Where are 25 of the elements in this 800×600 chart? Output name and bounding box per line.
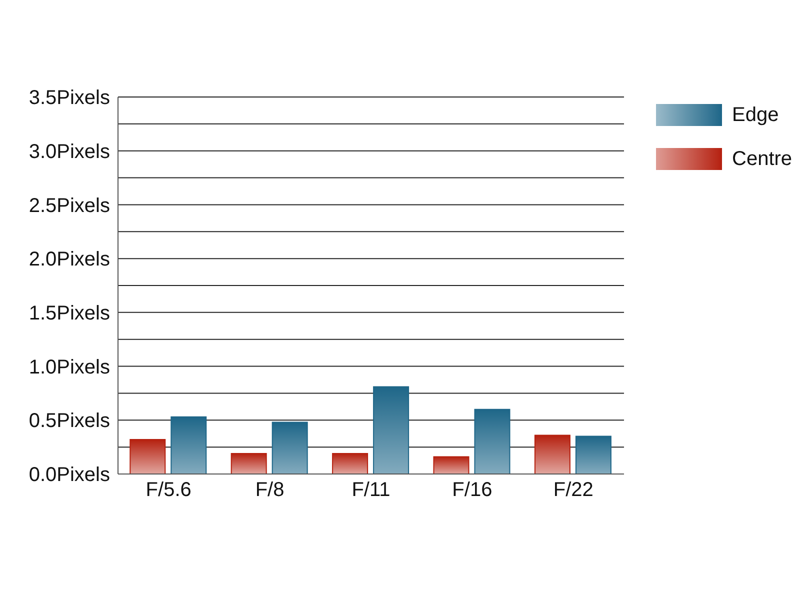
- legend-label: Centre: [732, 148, 792, 170]
- y-tick-label: 3.5Pixels: [28, 87, 110, 110]
- bar: [272, 422, 308, 474]
- y-tick-label: 3.0Pixels: [28, 140, 110, 163]
- y-tick-label: 2.5Pixels: [28, 194, 110, 217]
- bar: [534, 434, 570, 474]
- x-tick-label: F/8: [255, 479, 284, 502]
- bar: [332, 453, 368, 474]
- y-tick-label: 0.5Pixels: [28, 410, 110, 432]
- x-tick-label: F/5.6: [146, 479, 192, 502]
- y-tick-label: 2.0Pixels: [28, 248, 110, 271]
- y-tick-label: 0.0Pixels: [28, 464, 110, 486]
- bar: [130, 439, 166, 474]
- y-tick-label: 1.0Pixels: [28, 356, 110, 378]
- bar: [433, 456, 470, 474]
- legend-label: Edge: [732, 104, 779, 126]
- bar: [373, 386, 410, 474]
- x-tick-label: F/22: [553, 479, 594, 502]
- x-tick-label: F/16: [452, 479, 492, 502]
- bar: [575, 436, 612, 474]
- bar: [474, 408, 510, 474]
- bar: [230, 453, 267, 474]
- y-tick-label: 1.5Pixels: [28, 302, 110, 325]
- x-tick-label: F/11: [352, 479, 390, 502]
- bar: [170, 416, 207, 474]
